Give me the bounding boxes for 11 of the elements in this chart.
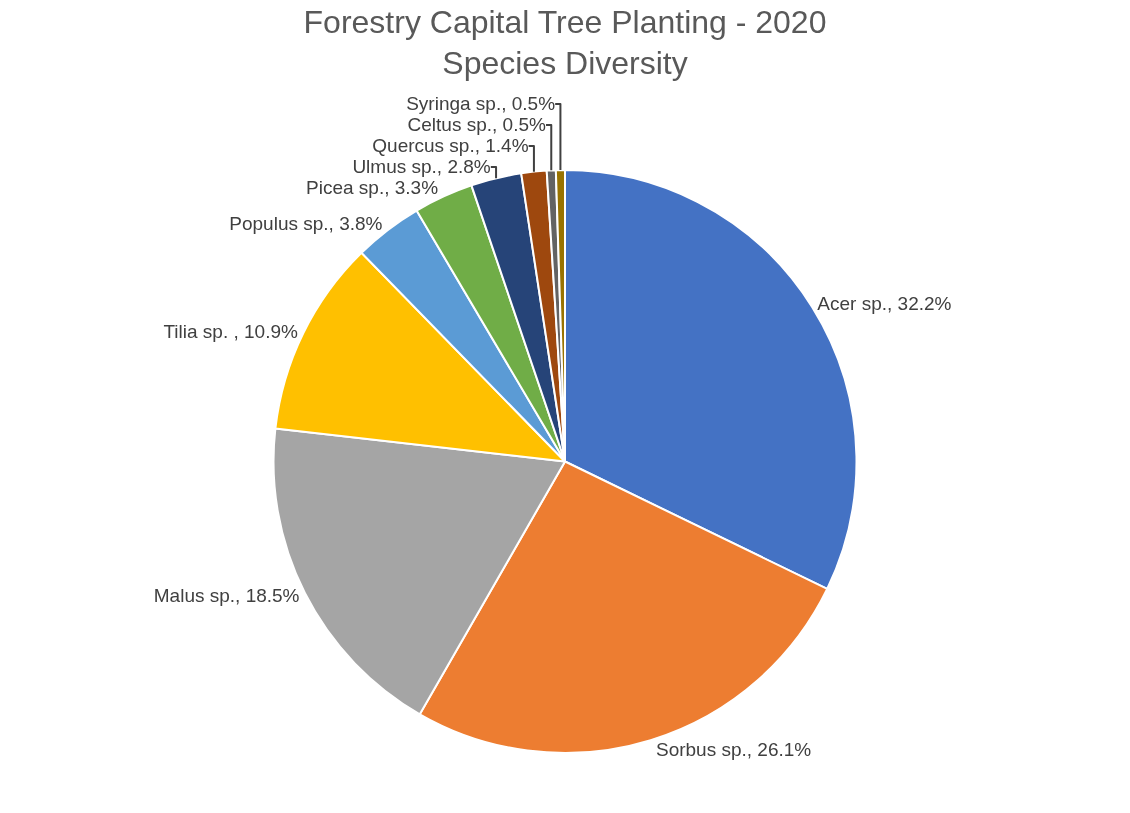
slice-label: Tilia sp. , 10.9%: [163, 320, 298, 342]
slice-label: Sorbus sp., 26.1%: [655, 739, 812, 761]
slice-label: Celtus sp., 0.5%: [407, 114, 547, 136]
slice-label: Syringa sp., 0.5%: [406, 93, 556, 115]
slice-label: Quercus sp., 1.4%: [372, 135, 529, 157]
slice-label: Picea sp., 3.3%: [306, 177, 439, 199]
slice-label: Acer sp., 32.2%: [817, 293, 952, 315]
slice-label: Ulmus sp., 2.8%: [352, 156, 491, 178]
chart-title: Forestry Capital Tree Planting - 2020 Species Diversity: [303, 3, 827, 82]
slice-label: Populus sp., 3.8%: [229, 212, 383, 234]
slice-label: Malus sp., 18.5%: [153, 584, 300, 606]
